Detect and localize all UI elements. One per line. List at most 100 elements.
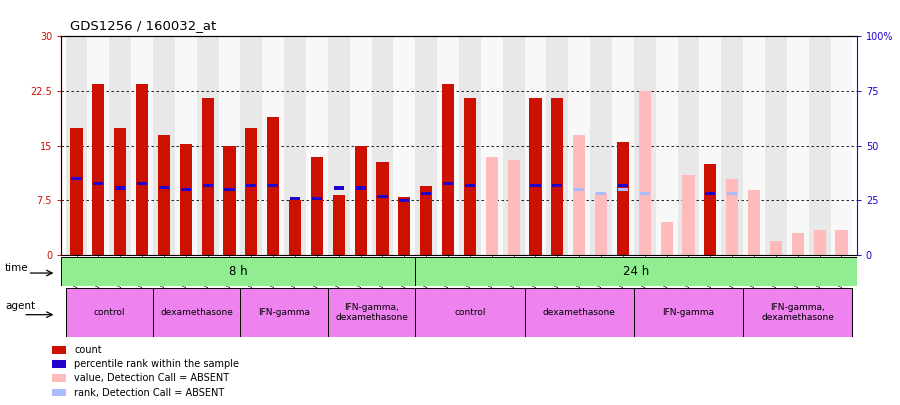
- Bar: [94, 182, 104, 185]
- Bar: [267, 117, 279, 255]
- Bar: [158, 135, 170, 255]
- Bar: [328, 288, 415, 337]
- Bar: [573, 135, 585, 255]
- Bar: [202, 184, 212, 188]
- Text: value, Detection Call = ABSENT: value, Detection Call = ABSENT: [75, 373, 230, 384]
- Bar: [639, 91, 651, 255]
- Bar: [721, 36, 743, 255]
- Bar: [158, 185, 169, 189]
- Bar: [726, 179, 738, 255]
- Bar: [443, 182, 454, 185]
- Bar: [574, 188, 584, 191]
- Bar: [552, 98, 563, 255]
- Bar: [131, 36, 153, 255]
- Text: 8 h: 8 h: [229, 265, 248, 278]
- Bar: [87, 36, 109, 255]
- Text: dexamethasone: dexamethasone: [543, 308, 616, 317]
- Bar: [616, 142, 629, 255]
- Bar: [656, 36, 678, 255]
- Bar: [634, 288, 743, 337]
- Bar: [268, 184, 278, 188]
- Bar: [52, 389, 66, 396]
- Bar: [333, 195, 345, 255]
- Bar: [743, 36, 765, 255]
- Bar: [640, 192, 650, 195]
- Bar: [617, 188, 628, 191]
- Bar: [814, 230, 825, 255]
- Text: 24 h: 24 h: [623, 265, 649, 278]
- Text: control: control: [94, 308, 125, 317]
- Bar: [421, 192, 431, 195]
- Bar: [224, 188, 235, 191]
- Bar: [459, 36, 481, 255]
- Bar: [568, 36, 590, 255]
- Bar: [787, 36, 809, 255]
- Bar: [634, 36, 656, 255]
- Bar: [109, 36, 131, 255]
- Bar: [71, 177, 82, 180]
- Bar: [219, 36, 240, 255]
- Text: GDS1256 / 160032_at: GDS1256 / 160032_at: [70, 19, 216, 32]
- Bar: [262, 36, 284, 255]
- Bar: [289, 200, 302, 255]
- Bar: [137, 182, 148, 185]
- Bar: [355, 146, 366, 255]
- Bar: [508, 160, 519, 255]
- Bar: [596, 192, 607, 195]
- Bar: [246, 128, 257, 255]
- Bar: [706, 192, 716, 195]
- Bar: [743, 288, 852, 337]
- Bar: [52, 375, 66, 382]
- Bar: [356, 186, 365, 190]
- Bar: [52, 346, 66, 354]
- Bar: [530, 184, 541, 188]
- Bar: [727, 192, 737, 195]
- Bar: [52, 360, 66, 368]
- Bar: [136, 84, 149, 255]
- Bar: [678, 36, 699, 255]
- Bar: [372, 36, 393, 255]
- Bar: [115, 186, 125, 190]
- Bar: [639, 98, 651, 255]
- Bar: [792, 233, 804, 255]
- Text: dexamethasone: dexamethasone: [160, 308, 233, 317]
- Bar: [93, 84, 104, 255]
- Bar: [661, 222, 672, 255]
- Bar: [153, 288, 240, 337]
- Bar: [503, 36, 525, 255]
- Bar: [284, 36, 306, 255]
- Bar: [765, 36, 787, 255]
- Bar: [247, 184, 256, 188]
- Bar: [61, 257, 415, 286]
- Bar: [464, 98, 476, 255]
- Bar: [310, 157, 323, 255]
- Bar: [553, 184, 562, 188]
- Bar: [415, 257, 857, 286]
- Bar: [481, 36, 503, 255]
- Text: IFN-gamma: IFN-gamma: [662, 308, 715, 317]
- Text: count: count: [75, 345, 102, 355]
- Bar: [181, 188, 191, 191]
- Bar: [66, 288, 153, 337]
- Bar: [180, 144, 192, 255]
- Text: IFN-gamma,
dexamethasone: IFN-gamma, dexamethasone: [761, 303, 834, 322]
- Bar: [748, 190, 760, 255]
- Bar: [377, 195, 388, 198]
- Bar: [415, 288, 525, 337]
- Text: time: time: [4, 263, 29, 273]
- Bar: [486, 157, 498, 255]
- Bar: [590, 36, 612, 255]
- Bar: [682, 175, 695, 255]
- Text: control: control: [454, 308, 486, 317]
- Bar: [202, 98, 213, 255]
- Bar: [328, 36, 350, 255]
- Bar: [66, 36, 87, 255]
- Bar: [705, 164, 716, 255]
- Text: rank, Detection Call = ABSENT: rank, Detection Call = ABSENT: [75, 388, 225, 398]
- Bar: [835, 230, 848, 255]
- Bar: [70, 128, 83, 255]
- Bar: [464, 184, 475, 188]
- Bar: [415, 36, 437, 255]
- Bar: [831, 36, 852, 255]
- Text: IFN-gamma: IFN-gamma: [258, 308, 310, 317]
